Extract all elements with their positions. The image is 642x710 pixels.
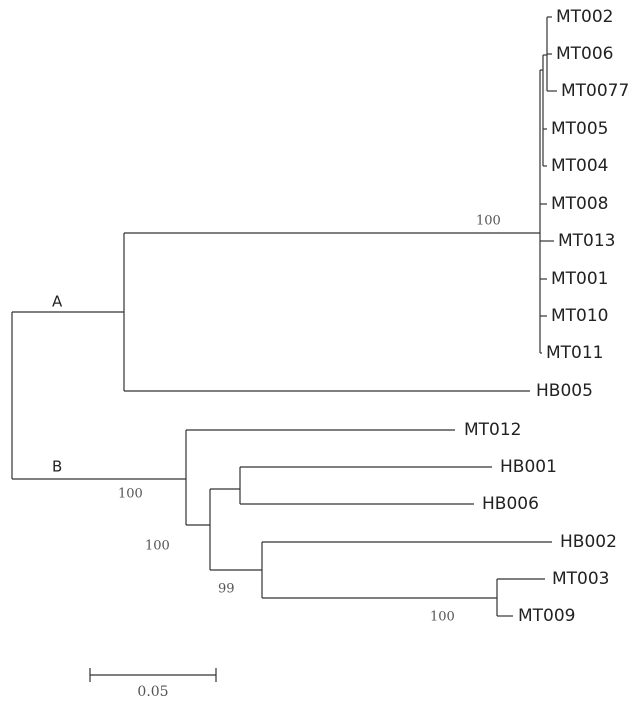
- bootstrap-value: 100: [118, 487, 143, 502]
- bootstrap-value: 100: [430, 610, 455, 625]
- leaf-label: MT002: [556, 7, 614, 27]
- scale-bar: 0.05: [89, 668, 217, 700]
- leaf-label: MT006: [556, 44, 614, 64]
- leaf-label: MT001: [551, 269, 609, 289]
- leaf-label: MT005: [551, 119, 609, 139]
- branches: [11, 16, 557, 617]
- leaf-label: MT013: [558, 231, 616, 251]
- leaf-label: MT0077: [561, 81, 629, 101]
- bootstrap-value: 100: [145, 539, 170, 554]
- leaf-label: HB002: [560, 532, 617, 552]
- leaf-label: HB005: [536, 381, 593, 401]
- clade-label: B: [52, 458, 62, 476]
- bootstrap-value: 99: [218, 582, 235, 597]
- clade-label: A: [52, 293, 63, 311]
- leaf-labels: MT002 MT006 MT0077 MT005 MT004 MT008 MT0…: [464, 7, 629, 626]
- leaf-label: MT009: [518, 606, 576, 626]
- leaf-label: HB006: [482, 494, 539, 514]
- bootstrap-value: 100: [476, 214, 501, 229]
- leaf-label: MT010: [551, 306, 609, 326]
- leaf-label: HB001: [500, 457, 557, 477]
- leaf-label: MT004: [551, 156, 609, 176]
- leaf-label: MT008: [551, 194, 609, 214]
- scale-bar-label: 0.05: [137, 684, 168, 700]
- leaf-label: MT012: [464, 420, 522, 440]
- leaf-label: MT003: [552, 569, 610, 589]
- leaf-label: MT011: [546, 343, 604, 363]
